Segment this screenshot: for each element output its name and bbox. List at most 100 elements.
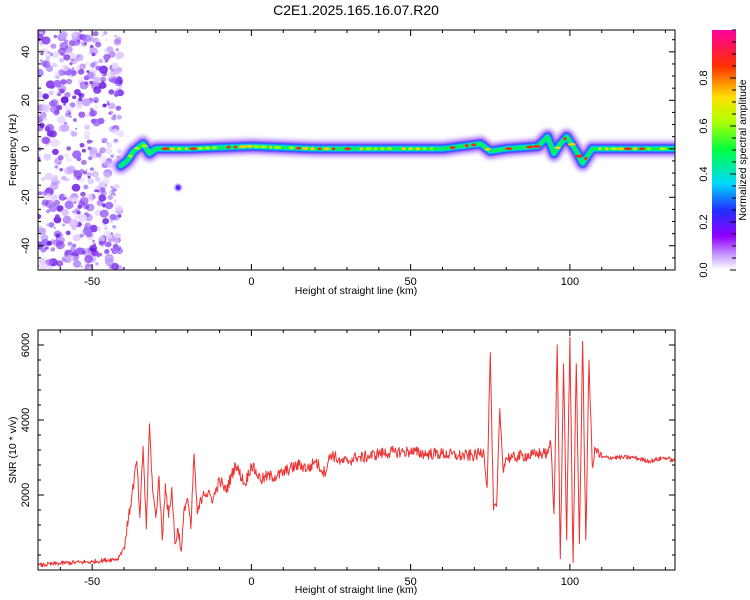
band-hotspot (554, 146, 561, 150)
noise-speck (89, 47, 99, 56)
noise-speck (106, 233, 113, 239)
noise-speck (51, 138, 60, 147)
spectrogram-panel: -50 0 50 100 -40 -20 0 20 40 Height of straight … (7, 29, 676, 297)
band-hotspot (204, 146, 211, 150)
noise-speck (73, 118, 77, 122)
noise-speck (77, 101, 80, 104)
noise-speck (85, 114, 90, 118)
noise-speck (79, 81, 89, 90)
noise-speck (80, 191, 86, 197)
noise-speck (112, 128, 119, 135)
noise-speck (65, 255, 74, 263)
band-hotspot (505, 147, 513, 151)
noise-speck (71, 67, 75, 70)
band-hotspots (128, 137, 667, 160)
noise-speck (72, 234, 81, 242)
noise-speck (54, 165, 59, 169)
noise-speck (72, 150, 82, 159)
noise-speck (59, 168, 64, 172)
band-hotspot (430, 147, 434, 151)
noise-speck (84, 61, 90, 66)
noise-speck (45, 246, 49, 250)
noise-speck (38, 191, 43, 196)
noise-speck (96, 226, 102, 231)
noise-speck (63, 54, 71, 61)
noise-speck (64, 167, 73, 175)
noise-speck (113, 38, 122, 46)
noise-speck (106, 102, 110, 106)
band-hotspot (238, 145, 247, 149)
noise-speck (109, 191, 113, 194)
noise-speck (66, 146, 72, 151)
noise-speck (108, 112, 112, 115)
colorbar-tick-label: 0.4 (698, 166, 710, 181)
noise-speck (39, 123, 45, 128)
noise-speck (71, 131, 78, 137)
spectrogram-frame (37, 29, 676, 271)
noise-speck (101, 80, 105, 83)
band-hotspot (332, 147, 336, 151)
band-hotspot (617, 147, 625, 151)
noise-speck (38, 90, 43, 99)
noise-speck (112, 199, 118, 204)
band-hotspot (624, 147, 632, 151)
band-hotspot (189, 147, 198, 151)
noise-speck (99, 147, 106, 154)
spectrogram-x-tick-label: 0 (248, 276, 254, 288)
spectrogram-x-axis-label: Height of straight line (km) (295, 285, 418, 297)
noise-speck (114, 184, 120, 189)
noise-speck (65, 157, 72, 163)
spectrogram-y-tick-label: -20 (20, 189, 32, 205)
noise-speck (110, 220, 113, 223)
band-hotspot (380, 147, 385, 151)
band-hotspot (605, 147, 609, 151)
noise-speck (53, 199, 60, 206)
noise-speck (106, 100, 110, 104)
noise-speck (41, 252, 45, 256)
noise-speck (38, 116, 43, 124)
colorbar-tick-label: 0.2 (698, 214, 710, 229)
noise-speck (64, 200, 74, 210)
noise-speck (82, 227, 92, 236)
band-hotspot (169, 147, 175, 151)
noise-speck (39, 264, 47, 270)
band-hotspot (401, 147, 406, 151)
band-hotspot (639, 147, 645, 151)
noise-speck (99, 65, 108, 74)
spectrogram-x-tick-label: 50 (405, 276, 417, 288)
band-green (119, 134, 675, 168)
noise-speck (42, 60, 51, 68)
noise-speck (40, 52, 44, 56)
noise-speck (85, 168, 88, 171)
noise-speck (83, 184, 89, 190)
noise-speck (112, 243, 119, 250)
noise-speck (42, 136, 51, 145)
noise-speck (50, 177, 59, 186)
noise-speck (40, 59, 43, 62)
colorbar-tick-label: 0.6 (698, 118, 710, 133)
noise-speck (52, 51, 60, 59)
noise-speck (69, 115, 72, 118)
noise-speck (103, 31, 108, 35)
noise-speck (77, 204, 83, 209)
noise-speck (90, 63, 96, 68)
noise-speck (65, 78, 73, 85)
noise-speck (96, 189, 100, 193)
noise-speck (55, 214, 60, 219)
noise-speck (110, 154, 114, 158)
noise-speck (95, 41, 102, 48)
noise-speck (85, 203, 95, 212)
noise-speck (105, 255, 114, 264)
noise-speck (89, 44, 94, 49)
noise-speck (87, 146, 92, 151)
noise-speck (65, 230, 71, 236)
noise-speck (107, 102, 116, 110)
spectrogram-x-tick-label: 100 (561, 276, 579, 288)
noise-speck (78, 76, 85, 83)
noise-speck (46, 209, 51, 214)
band-hotspot (471, 143, 477, 147)
noise-speck (56, 180, 61, 184)
band-hotspot (632, 147, 638, 151)
noise-speck (95, 262, 99, 266)
spectrogram-y-tick-label: -40 (20, 238, 32, 254)
